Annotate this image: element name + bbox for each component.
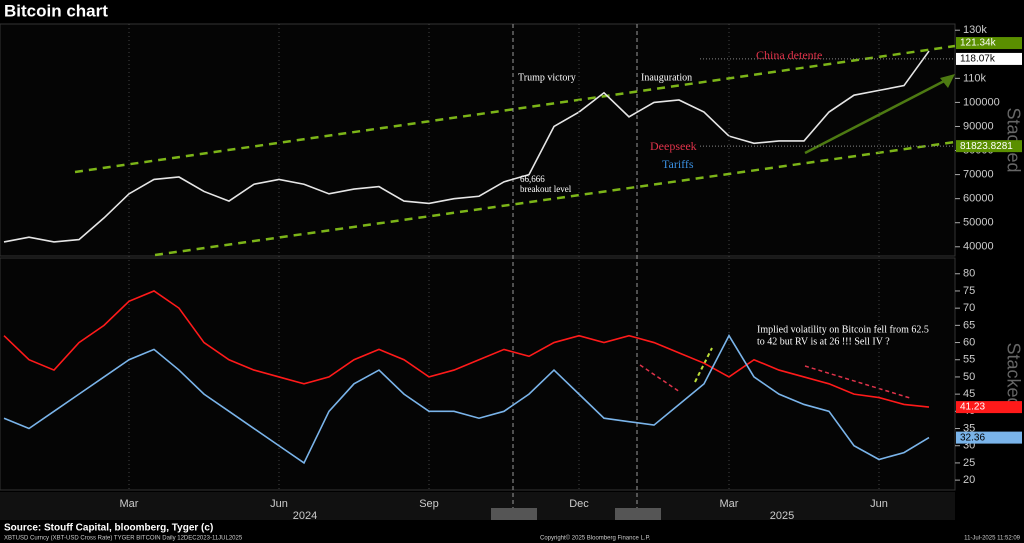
annotation: to 42 but RV is at 26 !!! Sell IV ?: [757, 336, 890, 347]
year-label: 2024: [293, 510, 317, 522]
y-tick-label: 70: [963, 302, 975, 314]
y-tick-label: 40000: [963, 241, 994, 253]
channel-lower: [154, 140, 956, 257]
y-tick-label: 35: [963, 422, 975, 434]
title: Bitcoin chart: [4, 1, 108, 20]
y-tick-label: 60000: [963, 193, 994, 205]
x-tick-label: Jun: [270, 498, 288, 510]
copyright: Copyright© 2025 Bloomberg Finance L.P.: [540, 535, 651, 542]
value-label-box: [956, 37, 1022, 50]
level-label-box: [956, 52, 1022, 65]
trend-arrow: [639, 364, 681, 393]
timestamp: 11-Jul-2025 11:52:09: [964, 536, 1020, 542]
vol-panel: [0, 257, 956, 491]
y-tick-label: 20: [963, 474, 975, 486]
value-label: 41.23: [960, 402, 985, 413]
annotation: Implied volatility on Bitcoin fell from …: [757, 324, 929, 335]
date-box: [615, 508, 661, 520]
level-label: 81823.8281: [960, 141, 1013, 152]
axis-note: Stacked: [1003, 342, 1023, 407]
x-tick-label: Jun: [870, 498, 888, 510]
x-axis-band: [0, 492, 955, 520]
y-tick-label: 50: [963, 371, 975, 383]
trend-arrow: [694, 347, 713, 383]
y-tick-label: 100000: [963, 96, 1000, 108]
y-tick-label: 60: [963, 336, 975, 348]
x-tick-label: Mar: [720, 498, 739, 510]
level-label-box: [956, 140, 1022, 153]
ticker: XBTUSD Curncy (XBT-USD Cross Rate) TYGER…: [4, 536, 243, 542]
y-tick-label: 80: [963, 268, 975, 280]
year-label: 2025: [770, 510, 794, 522]
value-label-box: [956, 401, 1022, 414]
series-line: [3, 334, 930, 465]
x-tick-label: Sep: [419, 498, 439, 510]
trend-arrow: [804, 365, 911, 399]
annotation: 66,666: [520, 174, 545, 184]
x-tick-label: Mar: [120, 498, 139, 510]
series-line: [3, 290, 930, 408]
source: Source: Stouff Capital, bloomberg, Tyger…: [4, 523, 213, 534]
y-tick-label: 65: [963, 319, 975, 331]
y-tick-label: 45: [963, 388, 975, 400]
y-tick-label: 90000: [963, 120, 994, 132]
y-tick-label: 110k: [963, 72, 987, 84]
trend-arrow: [804, 76, 951, 155]
y-tick-label: 50000: [963, 217, 994, 229]
y-tick-label: 25: [963, 457, 975, 469]
x-tick-label: Dec: [569, 498, 589, 510]
annotation: Inauguration: [641, 72, 692, 83]
y-tick-label: 70000: [963, 169, 994, 181]
arrow-head: [940, 74, 955, 88]
y-tick-label: 75: [963, 285, 975, 297]
y-tick-label: 130k: [963, 24, 987, 36]
annotation: Trump victory: [518, 72, 576, 83]
value-label: 121.34k: [960, 38, 997, 49]
series-line: [3, 50, 930, 243]
annotation: Tariffs: [662, 157, 694, 171]
annotation: Deepseek: [650, 139, 697, 153]
value-label-box: [956, 431, 1022, 444]
axis-note: Stacked: [1003, 107, 1023, 172]
value-label: 32.36: [960, 432, 985, 443]
annotation: breakout level: [520, 184, 572, 194]
annotation: China detente: [756, 48, 822, 62]
date-box: [491, 508, 537, 520]
price-panel: [0, 23, 956, 257]
y-tick-label: 55: [963, 354, 975, 366]
level-label: 118.07k: [960, 54, 996, 65]
